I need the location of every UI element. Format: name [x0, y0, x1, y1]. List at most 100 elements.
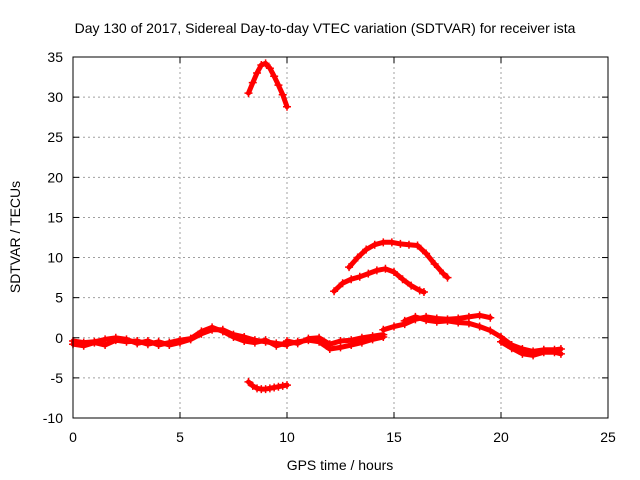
- data-point: [439, 269, 448, 278]
- data-point: [550, 348, 559, 357]
- data-point: [261, 59, 270, 68]
- data-point: [274, 81, 283, 90]
- data-point: [539, 348, 548, 357]
- grid-lines: [73, 57, 608, 418]
- data-point: [390, 267, 398, 276]
- data-point: [293, 339, 302, 348]
- data-point: [176, 336, 184, 345]
- data-point: [443, 316, 452, 325]
- series-arc-baseline-b: [69, 323, 291, 350]
- data-point: [79, 338, 88, 347]
- y-tick-label: 0: [55, 330, 63, 346]
- data-point: [379, 238, 388, 247]
- data-point: [244, 89, 253, 98]
- data-point: [357, 333, 366, 342]
- data-point: [122, 335, 131, 344]
- data-point: [244, 377, 253, 386]
- y-tick-label: 20: [47, 169, 63, 185]
- data-point: [407, 281, 416, 290]
- data-point: [283, 381, 291, 390]
- data-point: [274, 382, 283, 391]
- series-arc-high-peak: [244, 59, 291, 111]
- data-point: [362, 245, 371, 254]
- data-point: [387, 238, 396, 247]
- data-point: [486, 326, 495, 335]
- series-arc-lower-mid: [330, 264, 428, 297]
- y-tick-label: -5: [51, 370, 64, 386]
- data-point: [336, 336, 345, 345]
- data-point: [272, 341, 281, 350]
- data-point: [556, 349, 565, 358]
- data-point: [278, 381, 287, 390]
- y-tick-label: 30: [47, 89, 63, 105]
- series-line: [246, 60, 290, 110]
- y-tick-label: 15: [47, 209, 63, 225]
- data-point: [165, 338, 174, 347]
- series-arc-upper-mid: [345, 238, 452, 282]
- data-point: [111, 333, 120, 342]
- data-point: [229, 332, 238, 341]
- x-axis-ticks: 0 5 10 15 20 25: [69, 57, 616, 445]
- series-arc-baseline-g: [497, 337, 565, 360]
- y-tick-label: -10: [43, 410, 63, 426]
- y-axis-ticks: -10 -5 0 5 10 15 20 25 30 35: [43, 49, 608, 426]
- data-point: [265, 384, 274, 393]
- data-point: [370, 240, 379, 249]
- data-point: [253, 69, 262, 78]
- y-tick-label: 25: [47, 129, 63, 145]
- y-tick-label: 5: [55, 290, 63, 306]
- data-point: [507, 344, 516, 353]
- data-point: [475, 322, 484, 331]
- x-tick-label: 5: [176, 429, 184, 445]
- series-arc-baseline-d: [283, 330, 388, 349]
- data-point: [364, 269, 373, 278]
- data-point: [248, 381, 257, 390]
- x-tick-label: 20: [493, 429, 509, 445]
- data-point: [345, 263, 354, 272]
- data-point: [250, 338, 259, 347]
- data-point: [304, 334, 313, 343]
- data-point: [315, 333, 324, 342]
- series-line: [284, 332, 386, 347]
- data-point: [454, 318, 463, 327]
- data-point: [283, 336, 291, 345]
- y-tick-label: 10: [47, 250, 63, 266]
- data-point: [518, 349, 527, 358]
- data-point: [143, 336, 152, 345]
- data-point: [443, 273, 452, 282]
- data-point: [240, 336, 249, 345]
- data-point: [347, 275, 356, 284]
- data-point: [379, 325, 388, 334]
- data-point: [261, 336, 270, 345]
- y-tick-label: 35: [47, 49, 63, 65]
- data-point: [430, 259, 439, 268]
- data-point: [398, 275, 407, 284]
- x-tick-label: 0: [69, 429, 77, 445]
- data-point: [330, 287, 339, 296]
- series-arc-negative: [244, 377, 291, 394]
- data-point: [154, 340, 163, 349]
- data-point: [413, 241, 422, 250]
- data-point: [248, 78, 257, 87]
- series-line: [402, 314, 564, 354]
- data-point: [278, 90, 287, 99]
- data-point: [338, 279, 347, 288]
- data-point: [186, 334, 195, 343]
- data-point: [265, 64, 274, 73]
- plot-frame: [72, 56, 609, 419]
- x-tick-label: 10: [279, 429, 295, 445]
- data-point: [422, 249, 431, 258]
- data-point: [368, 332, 377, 341]
- data-point: [347, 336, 356, 345]
- data-point: [257, 61, 266, 70]
- data-point: [404, 240, 413, 249]
- x-tick-label: 25: [600, 429, 616, 445]
- data-point: [208, 323, 217, 332]
- data-point: [372, 266, 381, 275]
- series-arc-baseline-f: [400, 312, 565, 356]
- data-point: [400, 316, 409, 325]
- data-point: [355, 272, 364, 281]
- data-point: [497, 337, 505, 346]
- y-axis-label: SDTVAR / TECUs: [7, 181, 23, 293]
